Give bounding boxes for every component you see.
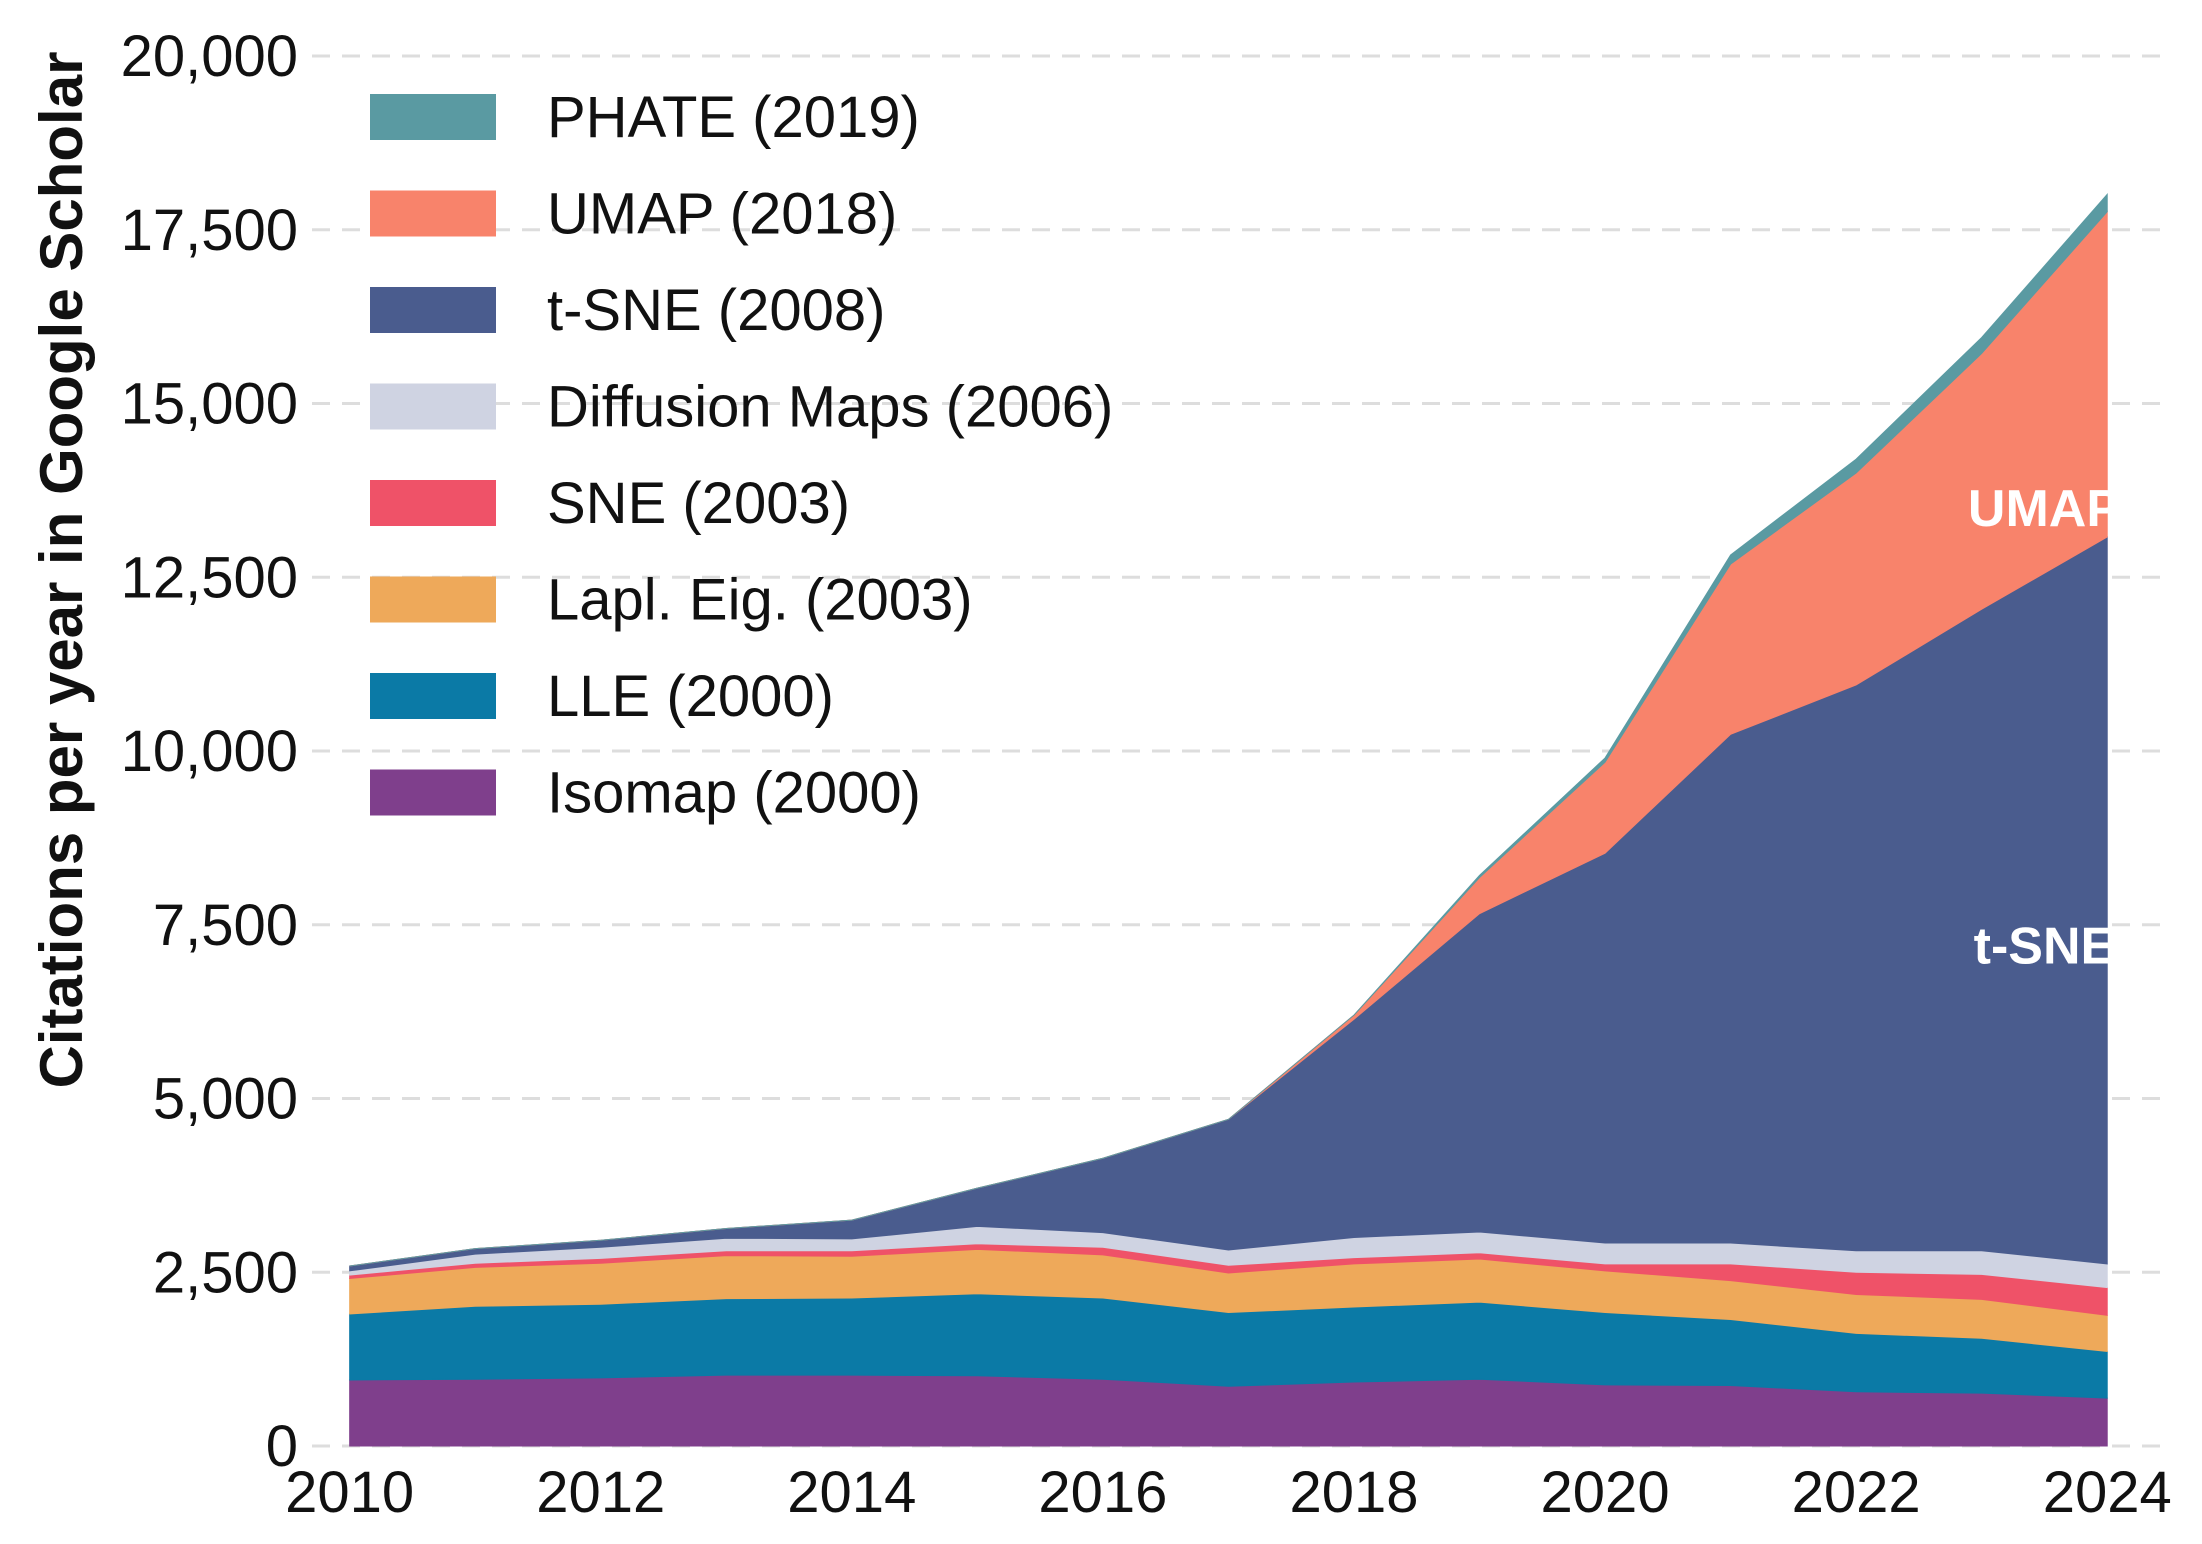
x-tick-label: 2020 — [1541, 1460, 1670, 1525]
tick-layer: 0 2,500 5,000 7,500 10,000 12,500 15,000 17,500… — [121, 24, 2172, 1525]
legend-swatch — [370, 287, 496, 333]
x-tick-label: 2014 — [787, 1460, 916, 1525]
y-tick-label: 2,500 — [153, 1240, 298, 1305]
legend: PHATE (2019) UMAP (2018) t-SNE (2008) Diffu… — [370, 85, 1113, 826]
legend-swatch — [370, 190, 496, 237]
y-tick-label: 7,500 — [153, 893, 298, 958]
legend-label: t-SNE (2008) — [547, 278, 885, 343]
y-axis-title: Citations per year in Google Scholar — [28, 52, 95, 1089]
x-tick-label: 2010 — [285, 1460, 414, 1525]
annotation-layer: UMAP t-SNE — [1968, 480, 2121, 976]
legend-swatch — [370, 94, 496, 140]
y-tick-label: 20,000 — [121, 24, 298, 89]
area-annotation: UMAP — [1968, 480, 2121, 538]
y-tick-label: 15,000 — [121, 372, 298, 437]
x-tick-label: 2016 — [1038, 1460, 1167, 1525]
legend-label: UMAP (2018) — [547, 182, 897, 247]
legend-swatch — [370, 769, 496, 816]
legend-label: Lapl. Eig. (2003) — [547, 568, 973, 633]
y-tick-label: 17,500 — [121, 198, 298, 263]
x-tick-label: 2022 — [1792, 1460, 1921, 1525]
y-tick-label: 5,000 — [153, 1067, 298, 1132]
legend-swatch — [370, 576, 496, 623]
legend-label: PHATE (2019) — [547, 85, 920, 150]
legend-swatch — [370, 383, 496, 430]
legend-label: LLE (2000) — [547, 664, 834, 729]
y-tick-label: 12,500 — [121, 545, 298, 610]
area-annotation: t-SNE — [1974, 918, 2116, 976]
x-tick-label: 2024 — [2043, 1460, 2172, 1525]
legend-label: Diffusion Maps (2006) — [547, 375, 1113, 440]
area-layer — [349, 192, 2108, 1447]
y-tick-label: 10,000 — [121, 719, 298, 784]
legend-label: SNE (2003) — [547, 471, 850, 536]
x-tick-label: 2012 — [536, 1460, 665, 1525]
legend-label: Isomap (2000) — [547, 761, 921, 826]
legend-swatch — [370, 480, 496, 526]
legend-swatch — [370, 673, 496, 719]
y-tick-label: 0 — [266, 1414, 298, 1479]
x-tick-label: 2018 — [1289, 1460, 1418, 1525]
area-series-7 — [349, 192, 2108, 1267]
